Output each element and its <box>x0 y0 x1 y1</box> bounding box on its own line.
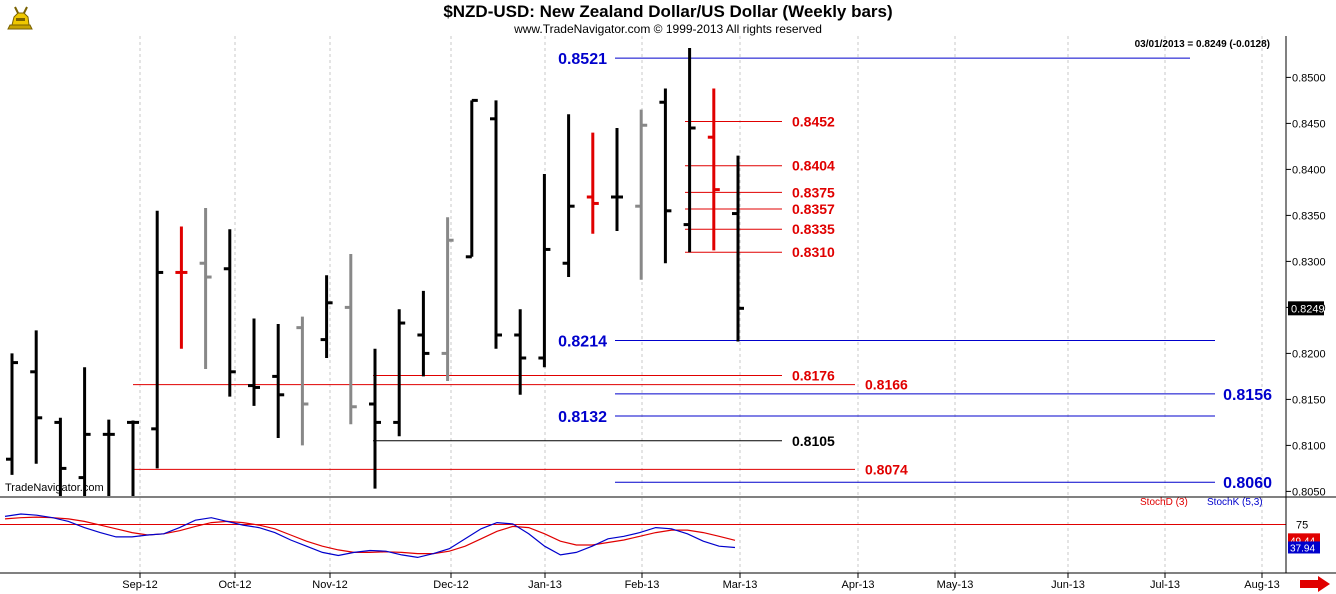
ohlc-bar[interactable] <box>635 109 648 280</box>
ohlc-bar[interactable] <box>611 128 623 232</box>
stoch-75-label: 75 <box>1296 520 1308 532</box>
ohlc-bar[interactable] <box>248 318 260 406</box>
ohlc-bar[interactable] <box>732 155 744 342</box>
level-label: 0.8060 <box>1223 475 1272 492</box>
ohlc-bar[interactable] <box>320 275 333 358</box>
ohlc-bar[interactable] <box>538 174 551 368</box>
ohlc-bar[interactable] <box>54 417 67 496</box>
y-tick-label: 0.8500 <box>1292 72 1326 84</box>
ohlc-bar[interactable] <box>465 98 478 259</box>
ohlc-bar[interactable] <box>296 316 309 446</box>
x-tick-label: Oct-12 <box>218 579 251 591</box>
x-tick-label: Feb-13 <box>625 579 660 591</box>
level-label: 0.8357 <box>792 201 835 217</box>
ohlc-bar[interactable] <box>78 367 91 496</box>
ohlc-bar[interactable] <box>102 419 115 496</box>
y-tick-label: 0.8200 <box>1292 348 1326 360</box>
ohlc-bar[interactable] <box>30 330 43 464</box>
ohlc-bar[interactable] <box>707 88 720 251</box>
ohlc-bar[interactable] <box>151 210 164 469</box>
level-label: 0.8176 <box>792 367 835 383</box>
level-label: 0.8214 <box>558 334 607 351</box>
ohlc-bar[interactable] <box>683 47 696 253</box>
y-tick-label: 0.8350 <box>1292 210 1326 222</box>
stochd-line <box>4 516 736 555</box>
x-tick-label: Nov-12 <box>312 579 347 591</box>
info-line: 03/01/2013 = 0.8249 (-0.0128) <box>1135 39 1270 50</box>
level-label: 0.8375 <box>792 184 835 200</box>
last-price-label: 0.8249 <box>1291 303 1325 315</box>
y-tick-label: 0.8100 <box>1292 440 1326 452</box>
ohlc-bar[interactable] <box>344 254 357 425</box>
bull-logo-icon[interactable] <box>4 3 36 35</box>
stochk-value-tag <box>1288 541 1320 554</box>
x-tick-label: Jan-13 <box>528 579 562 591</box>
x-tick-label: Aug-13 <box>1244 579 1279 591</box>
ohlc-bar[interactable] <box>659 88 672 264</box>
y-tick-label: 0.8450 <box>1292 118 1326 130</box>
stochk-value: 37.94 <box>1290 543 1315 554</box>
x-tick-label: Dec-12 <box>433 579 468 591</box>
ohlc-bar[interactable] <box>175 226 188 349</box>
level-label: 0.8074 <box>865 461 908 477</box>
ohlc-bar[interactable] <box>490 100 502 349</box>
x-tick-label: May-13 <box>937 579 974 591</box>
level-label: 0.8310 <box>792 244 835 260</box>
chart-header: $NZD-USD: New Zealand Dollar/US Dollar (… <box>0 0 1336 36</box>
ohlc-bar[interactable] <box>6 353 18 475</box>
level-label: 0.8452 <box>792 114 835 130</box>
ohlc-bar[interactable] <box>514 309 527 395</box>
ohlc-bar[interactable] <box>369 348 381 489</box>
x-tick-label: Jul-13 <box>1150 579 1180 591</box>
y-tick-label: 0.8400 <box>1292 164 1326 176</box>
ohlc-bar[interactable] <box>199 208 212 370</box>
ohlc-bar[interactable] <box>562 114 575 278</box>
x-tick-label: Apr-13 <box>841 579 874 591</box>
y-tick-label: 0.8050 <box>1292 486 1326 498</box>
ohlc-bar[interactable] <box>393 309 406 437</box>
level-label: 0.8156 <box>1223 387 1272 404</box>
y-tick-label: 0.8300 <box>1292 256 1326 268</box>
chart-title: $NZD-USD: New Zealand Dollar/US Dollar (… <box>443 2 893 21</box>
x-tick-label: Jun-13 <box>1051 579 1085 591</box>
x-tick-label: Sep-12 <box>122 579 157 591</box>
ohlc-bar[interactable] <box>127 420 139 496</box>
copyright-text: www.TradeNavigator.com © 1999-2013 All r… <box>514 22 822 36</box>
level-label: 0.8166 <box>865 377 908 393</box>
level-label: 0.8132 <box>558 409 607 426</box>
watermark-text: TradeNavigator.com <box>5 482 104 494</box>
level-label: 0.8404 <box>792 158 835 174</box>
x-tick-label: Mar-13 <box>723 579 758 591</box>
level-label: 0.8521 <box>558 51 607 68</box>
last-price-tag <box>1288 301 1324 316</box>
ohlc-bar[interactable] <box>272 323 285 439</box>
ohlc-bar[interactable] <box>417 290 430 377</box>
level-label: 0.8335 <box>792 221 835 237</box>
stochd-legend: StochD (3) <box>1140 497 1188 508</box>
ohlc-bar[interactable] <box>586 132 599 234</box>
ohlc-bar[interactable] <box>441 217 454 381</box>
ohlc-bar[interactable] <box>223 229 236 397</box>
y-tick-label: 0.8150 <box>1292 394 1326 406</box>
stochk-legend: StochK (5,3) <box>1207 497 1263 508</box>
level-label: 0.8105 <box>792 433 835 449</box>
stochk-line <box>4 513 736 559</box>
scroll-right-icon[interactable] <box>1300 576 1330 592</box>
